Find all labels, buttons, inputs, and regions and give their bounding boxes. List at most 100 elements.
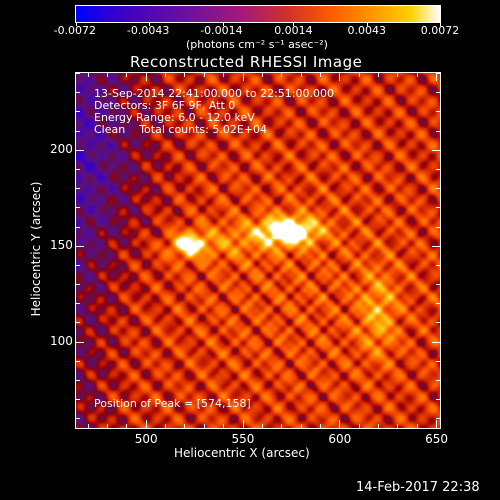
x-tick-minor-top: [319, 73, 321, 77]
x-tick-minor-top: [416, 73, 418, 77]
x-tick-minor-top: [165, 73, 167, 77]
info-line-time: 13-Sep-2014 22:41:00.000 to 22:51:00.000: [94, 87, 334, 100]
x-tick-minor-top: [106, 73, 108, 77]
plot-area: [75, 72, 441, 429]
colorbar-tick-label: 0.0014: [274, 24, 313, 37]
y-tick-major-right: [432, 245, 440, 247]
info-line-counts: Clean Total counts: 5.02E+04: [94, 123, 268, 136]
y-tick-minor: [76, 207, 80, 209]
y-tick-minor: [76, 360, 80, 362]
timestamp: 14-Feb-2017 22:38: [356, 480, 480, 495]
y-tick-minor-right: [436, 168, 440, 170]
info-line-detectors: Detectors: 3F 6F 9F, Att 0: [94, 99, 236, 112]
colorbar-tick-mark: [222, 22, 224, 26]
x-tick-major-top: [339, 73, 341, 81]
y-tick-minor: [76, 111, 80, 113]
x-tick-minor: [378, 424, 380, 428]
colorbar-tick-label: -0.0072: [53, 24, 97, 37]
x-tick-minor: [165, 424, 167, 428]
y-tick-minor-right: [436, 303, 440, 305]
colorbar-tick-mark: [440, 22, 441, 26]
x-tick-minor: [358, 424, 360, 428]
x-tick-minor: [223, 424, 225, 428]
x-tick-minor: [87, 424, 89, 428]
peak-position-note: Position of Peak = [574,158]: [94, 397, 251, 410]
x-tick-label: 500: [134, 432, 158, 446]
y-tick-minor-right: [436, 380, 440, 382]
colorbar-tick-label: -0.0014: [200, 24, 243, 37]
y-tick-minor-right: [436, 92, 440, 94]
x-tick-major-top: [436, 73, 438, 81]
x-tick-label: 600: [328, 432, 352, 446]
y-tick-major: [76, 245, 84, 247]
x-tick-minor: [106, 424, 108, 428]
y-tick-minor-right: [436, 207, 440, 209]
y-tick-minor: [76, 226, 80, 228]
y-tick-minor-right: [436, 322, 440, 324]
x-tick-minor: [397, 424, 399, 428]
y-tick-minor: [76, 380, 80, 382]
y-tick-label: 150: [50, 237, 73, 252]
x-tick-minor-top: [87, 73, 89, 77]
x-tick-minor: [416, 424, 418, 428]
x-tick-minor-top: [358, 73, 360, 77]
x-tick-minor: [319, 424, 321, 428]
x-tick-minor-top: [223, 73, 225, 77]
x-tick-minor-top: [300, 73, 302, 77]
colorbar-tick-label: 0.0072: [420, 24, 460, 37]
y-tick-label: 100: [50, 333, 73, 348]
x-tick-label: 650: [425, 432, 449, 446]
x-tick-major-top: [242, 73, 244, 81]
y-tick-minor-right: [436, 264, 440, 266]
x-tick-minor-top: [261, 73, 263, 77]
y-tick-minor: [76, 188, 80, 190]
x-tick-minor: [184, 424, 186, 428]
x-tick-major: [339, 420, 341, 428]
y-tick-minor: [76, 303, 80, 305]
x-tick-major: [145, 420, 147, 428]
colorbar-gradient: [75, 5, 441, 23]
y-tick-minor: [76, 73, 80, 74]
y-tick-minor: [76, 92, 80, 94]
y-tick-minor-right: [436, 226, 440, 228]
y-tick-label: 200: [50, 141, 73, 156]
y-axis-label: Heliocentric Y (arcsec): [29, 181, 43, 317]
colorbar-tick-label: 0.0043: [347, 24, 386, 37]
y-tick-minor: [76, 284, 80, 286]
chart-title: Reconstructed RHESSI Image: [130, 53, 363, 71]
x-tick-minor-top: [184, 73, 186, 77]
y-tick-minor-right: [436, 111, 440, 113]
x-tick-minor: [261, 424, 263, 428]
y-tick-minor: [76, 264, 80, 266]
info-line-energy: Energy Range: 6.0 - 12.0 keV: [94, 111, 255, 124]
x-tick-minor: [203, 424, 205, 428]
heatmap-image: [76, 73, 440, 428]
y-tick-minor: [76, 322, 80, 324]
y-tick-major: [76, 341, 84, 343]
y-tick-minor-right: [436, 360, 440, 362]
x-tick-minor-top: [126, 73, 128, 77]
y-tick-minor: [76, 168, 80, 170]
y-tick-major: [76, 149, 84, 151]
x-tick-label: 550: [231, 432, 255, 446]
colorbar-tick-label: -0.0043: [126, 24, 170, 37]
x-axis-label: Heliocentric X (arcsec): [174, 446, 310, 460]
colorbar-tick-mark: [149, 22, 151, 26]
y-tick-minor-right: [436, 188, 440, 190]
x-tick-minor-top: [203, 73, 205, 77]
colorbar-tick-mark: [76, 22, 77, 26]
x-tick-major: [242, 420, 244, 428]
colorbar-tick-mark: [293, 22, 295, 26]
y-tick-minor-right: [436, 130, 440, 132]
y-tick-minor-right: [436, 399, 440, 401]
y-tick-minor-right: [436, 284, 440, 286]
y-tick-minor-right: [436, 418, 440, 420]
x-tick-minor: [281, 424, 283, 428]
x-tick-minor-top: [281, 73, 283, 77]
x-tick-major-top: [145, 73, 147, 81]
colorbar-tick-mark: [366, 22, 368, 26]
x-tick-minor-top: [378, 73, 380, 77]
y-tick-major-right: [432, 341, 440, 343]
y-tick-minor: [76, 418, 80, 420]
x-tick-major: [436, 420, 438, 428]
